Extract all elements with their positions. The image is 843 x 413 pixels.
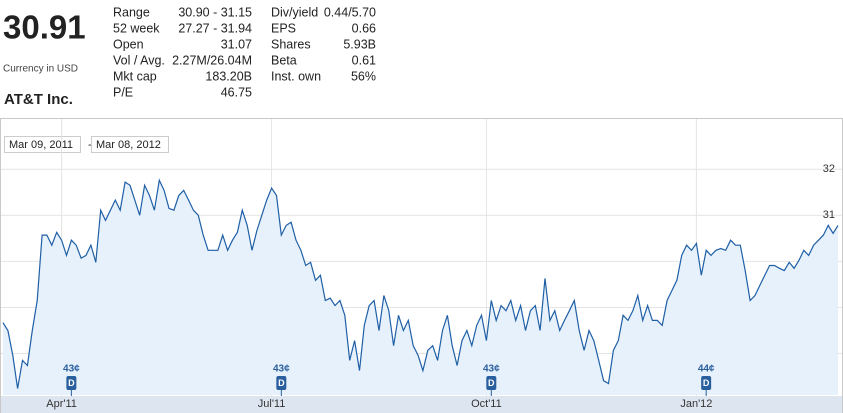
- stat-label: Inst. own: [271, 69, 321, 83]
- date-separator: -: [88, 139, 92, 151]
- stat-value: 46.75: [221, 85, 252, 99]
- stat-value: 27.27 - 31.94: [178, 21, 252, 35]
- stat-label: Vol / Avg.: [113, 53, 165, 67]
- stat-label: EPS: [271, 21, 296, 35]
- dividend-marker[interactable]: [276, 376, 287, 390]
- stat-label: Shares: [271, 37, 311, 51]
- stat-value: 30.90 - 31.15: [178, 5, 252, 19]
- x-tick-label: Jan'12: [680, 398, 712, 410]
- price-line: [2, 178, 839, 389]
- dividend-label: 43¢: [63, 364, 80, 375]
- stat-value: 2.27M/26.04M: [172, 53, 252, 67]
- company-name: AT&T Inc.: [4, 91, 73, 108]
- stat-value: 0.44/5.70: [324, 5, 376, 19]
- date-to-box[interactable]: [91, 136, 169, 153]
- dividend-label: 43¢: [483, 364, 500, 375]
- dividend-label: 43¢: [273, 364, 290, 375]
- dividend-marker[interactable]: [66, 376, 77, 390]
- stat-label: P/E: [113, 85, 133, 99]
- dividend-marker-text[interactable]: D: [703, 378, 710, 388]
- stat-value: 0.66: [352, 21, 376, 35]
- stat-label: Div/yield: [271, 5, 318, 19]
- dividend-marker[interactable]: [486, 376, 497, 390]
- stat-value: 56%: [351, 69, 376, 83]
- dividend-marker-text[interactable]: D: [278, 378, 285, 388]
- dividend-marker-text[interactable]: D: [68, 378, 75, 388]
- dividend-marker-text[interactable]: D: [488, 378, 495, 388]
- area: [3, 180, 838, 395]
- dividend-marker[interactable]: [701, 376, 712, 390]
- stat-label: Mkt cap: [113, 69, 157, 83]
- stat-label: Open: [113, 37, 144, 51]
- x-axis-strip: [1, 396, 842, 413]
- stat-label: Range: [113, 5, 150, 19]
- date-to[interactable]: Mar 08, 2012: [96, 139, 161, 151]
- stat-value: 183.20B: [205, 69, 252, 83]
- dividend-label: 44¢: [698, 364, 715, 375]
- x-tick-label: Jul'11: [258, 398, 286, 410]
- stat-value: 0.61: [352, 53, 376, 67]
- price: 30.91: [3, 9, 86, 46]
- date-from[interactable]: Mar 09, 2011: [9, 139, 73, 151]
- y-tick-label: 32: [823, 163, 835, 175]
- stat-label: 52 week: [113, 21, 160, 35]
- x-tick-label: Apr'11: [46, 398, 77, 410]
- plot: 2829303132Apr'11Jul'11Oct'11Jan'1243¢D43…: [1, 119, 842, 410]
- stat-value: 31.07: [221, 37, 252, 51]
- currency: Currency in USD: [3, 64, 78, 75]
- y-tick-label: 31: [823, 209, 835, 221]
- stat-label: Beta: [271, 53, 297, 67]
- x-tick-label: Oct'11: [471, 398, 502, 410]
- stat-value: 5.93B: [343, 37, 376, 51]
